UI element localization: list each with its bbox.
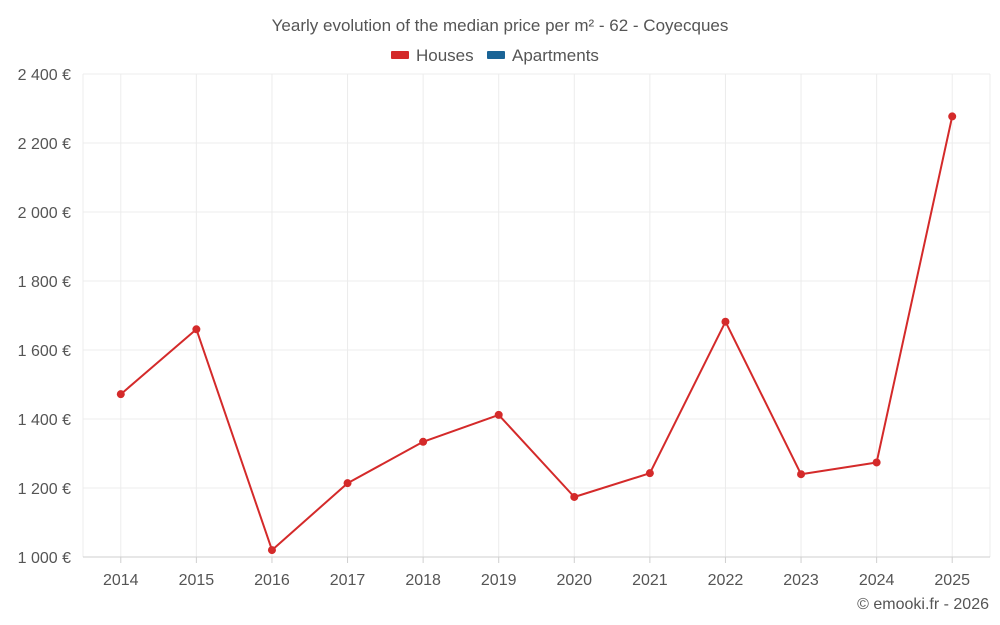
legend: Houses Apartments	[391, 46, 599, 65]
data-point-houses[interactable]	[267, 546, 276, 555]
x-tick-label: 2017	[330, 572, 366, 589]
grid	[82, 73, 991, 558]
data-point-houses[interactable]	[116, 390, 125, 399]
y-tick-label: 1 400 €	[18, 412, 71, 429]
x-tick-label: 2022	[708, 572, 744, 589]
data-point-houses[interactable]	[343, 479, 352, 488]
y-tick-label: 1 800 €	[18, 274, 71, 291]
x-tick-label: 2019	[481, 572, 517, 589]
y-tick-label: 2 400 €	[18, 67, 71, 84]
x-tick-label: 2024	[859, 572, 895, 589]
legend-swatch-houses[interactable]	[391, 51, 409, 59]
data-point-houses[interactable]	[948, 112, 957, 121]
y-tick-label: 1 600 €	[18, 343, 71, 360]
x-axis: 2014 2015 2016 2017 2018 2019 2020 2021 2022 2023…	[103, 557, 970, 589]
data-point-houses[interactable]	[721, 317, 730, 326]
legend-label-apartments[interactable]: Apartments	[512, 46, 599, 65]
data-point-houses[interactable]	[645, 469, 654, 478]
x-tick-label: 2018	[405, 572, 441, 589]
x-tick-label: 2014	[103, 572, 139, 589]
series-group	[116, 112, 957, 555]
y-tick-label: 2 000 €	[18, 205, 71, 222]
x-tick-label: 2021	[632, 572, 668, 589]
data-point-houses[interactable]	[570, 492, 579, 501]
x-tick-label: 2023	[783, 572, 819, 589]
y-tick-label: 2 200 €	[18, 136, 71, 153]
legend-swatch-apartments[interactable]	[487, 51, 505, 59]
x-tick-label: 2025	[934, 572, 970, 589]
credit-text: © emooki.fr - 2026	[857, 596, 989, 613]
y-axis: 1 000 € 1 200 € 1 400 € 1 600 € 1 800 € 2 000…	[18, 67, 71, 567]
data-point-houses[interactable]	[494, 410, 503, 419]
x-tick-label: 2015	[179, 572, 215, 589]
data-point-houses[interactable]	[797, 470, 806, 479]
x-tick-label: 2016	[254, 572, 290, 589]
data-point-houses[interactable]	[192, 325, 201, 334]
y-tick-label: 1 000 €	[18, 550, 71, 567]
chart-title: Yearly evolution of the median price per…	[272, 16, 729, 35]
data-point-houses[interactable]	[419, 437, 428, 446]
data-point-houses[interactable]	[872, 458, 881, 467]
x-tick-label: 2020	[556, 572, 592, 589]
y-tick-label: 1 200 €	[18, 481, 71, 498]
legend-label-houses[interactable]: Houses	[416, 46, 474, 65]
series-line-houses	[120, 116, 954, 552]
